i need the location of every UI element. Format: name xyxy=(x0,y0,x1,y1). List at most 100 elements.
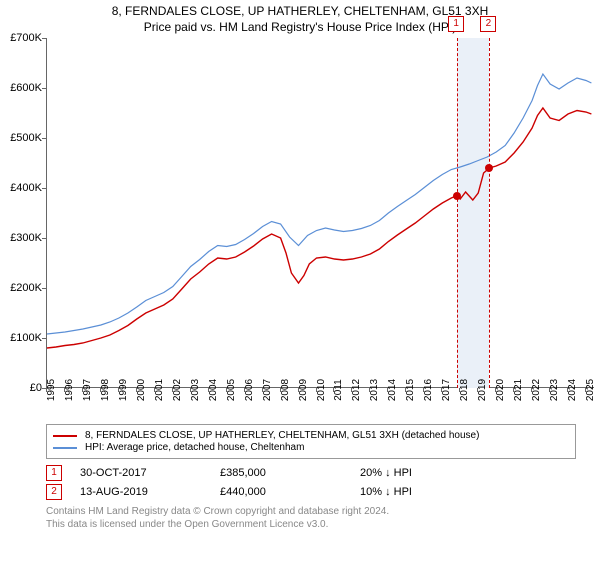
y-tick-mark xyxy=(42,238,46,239)
x-tick-label: 2012 xyxy=(351,379,362,401)
y-tick-label: £100K xyxy=(10,332,42,344)
marker-row-2: 2 13-AUG-2019 £440,000 10% ↓ HPI xyxy=(46,484,600,500)
y-tick-label: £500K xyxy=(10,132,42,144)
x-tick-mark xyxy=(441,388,442,392)
x-tick-mark xyxy=(405,388,406,392)
marker-badge-2: 2 xyxy=(46,484,62,500)
marker-badge-1: 1 xyxy=(46,465,62,481)
x-tick-mark xyxy=(154,388,155,392)
chart-container: 8, FERNDALES CLOSE, UP HATHERLEY, CHELTE… xyxy=(0,4,600,564)
x-tick-mark xyxy=(172,388,173,392)
legend-swatch-property xyxy=(53,435,77,437)
x-tick-label: 2014 xyxy=(387,379,398,401)
x-tick-label: 2024 xyxy=(567,379,578,401)
marker-line-1 xyxy=(457,38,458,388)
marker-delta-1: 20% ↓ HPI xyxy=(360,467,500,479)
chart-subtitle: Price paid vs. HM Land Registry's House … xyxy=(0,20,600,34)
y-tick-label: £300K xyxy=(10,232,42,244)
x-tick-mark xyxy=(82,388,83,392)
x-tick-mark xyxy=(280,388,281,392)
x-tick-label: 2007 xyxy=(262,379,273,401)
markers-table: 1 30-OCT-2017 £385,000 20% ↓ HPI 2 13-AU… xyxy=(46,465,600,500)
y-tick-label: £200K xyxy=(10,282,42,294)
x-tick-label: 2006 xyxy=(244,379,255,401)
x-tick-mark xyxy=(567,388,568,392)
marker-flag-2: 2 xyxy=(480,16,496,32)
x-tick-mark xyxy=(369,388,370,392)
x-tick-mark xyxy=(136,388,137,392)
legend: 8, FERNDALES CLOSE, UP HATHERLEY, CHELTE… xyxy=(46,424,576,459)
x-tick-label: 2003 xyxy=(190,379,201,401)
x-tick-mark xyxy=(118,388,119,392)
y-tick-mark xyxy=(42,88,46,89)
x-tick-label: 2019 xyxy=(477,379,488,401)
x-tick-mark xyxy=(585,388,586,392)
footnote-line1: Contains HM Land Registry data © Crown c… xyxy=(46,506,600,519)
x-tick-mark xyxy=(190,388,191,392)
x-tick-label: 2013 xyxy=(369,379,380,401)
x-tick-mark xyxy=(333,388,334,392)
x-tick-mark xyxy=(226,388,227,392)
y-tick-label: £700K xyxy=(10,32,42,44)
x-tick-mark xyxy=(100,388,101,392)
x-tick-mark xyxy=(244,388,245,392)
marker-price-1: £385,000 xyxy=(220,467,360,479)
x-tick-label: 2011 xyxy=(333,379,344,401)
x-tick-label: 2008 xyxy=(280,379,291,401)
marker-delta-2: 10% ↓ HPI xyxy=(360,486,500,498)
x-tick-label: 1998 xyxy=(100,379,111,401)
chart-area: 12 £0£100K£200K£300K£400K£500K£600K£700K… xyxy=(46,38,594,418)
y-tick-mark xyxy=(42,288,46,289)
legend-item-property: 8, FERNDALES CLOSE, UP HATHERLEY, CHELTE… xyxy=(53,430,569,441)
x-tick-label: 1997 xyxy=(82,379,93,401)
x-tick-mark xyxy=(298,388,299,392)
x-tick-mark xyxy=(477,388,478,392)
plot-region xyxy=(46,38,594,388)
marker-line-2 xyxy=(489,38,490,388)
x-tick-label: 2018 xyxy=(459,379,470,401)
legend-swatch-hpi xyxy=(53,447,77,449)
x-tick-label: 2010 xyxy=(316,379,327,401)
x-tick-mark xyxy=(262,388,263,392)
legend-label-property: 8, FERNDALES CLOSE, UP HATHERLEY, CHELTE… xyxy=(85,430,479,441)
x-tick-label: 2015 xyxy=(405,379,416,401)
x-tick-mark xyxy=(316,388,317,392)
x-tick-label: 2000 xyxy=(136,379,147,401)
x-tick-label: 1995 xyxy=(46,379,57,401)
x-tick-mark xyxy=(495,388,496,392)
x-tick-label: 2009 xyxy=(298,379,309,401)
y-tick-mark xyxy=(42,188,46,189)
x-tick-mark xyxy=(208,388,209,392)
marker-date-1: 30-OCT-2017 xyxy=(80,467,220,479)
x-tick-mark xyxy=(531,388,532,392)
x-tick-label: 2022 xyxy=(531,379,542,401)
marker-row-1: 1 30-OCT-2017 £385,000 20% ↓ HPI xyxy=(46,465,600,481)
x-tick-label: 2005 xyxy=(226,379,237,401)
y-tick-mark xyxy=(42,38,46,39)
footnote: Contains HM Land Registry data © Crown c… xyxy=(46,506,600,531)
footnote-line2: This data is licensed under the Open Gov… xyxy=(46,519,600,532)
x-tick-label: 2016 xyxy=(423,379,434,401)
y-tick-label: £400K xyxy=(10,182,42,194)
marker-dot-2 xyxy=(485,164,493,172)
x-tick-mark xyxy=(351,388,352,392)
marker-dot-1 xyxy=(453,192,461,200)
x-tick-mark xyxy=(387,388,388,392)
x-tick-label: 2002 xyxy=(172,379,183,401)
x-tick-label: 1996 xyxy=(64,379,75,401)
x-tick-mark xyxy=(549,388,550,392)
y-tick-label: £0 xyxy=(30,382,42,394)
y-tick-mark xyxy=(42,138,46,139)
x-tick-mark xyxy=(64,388,65,392)
y-tick-label: £600K xyxy=(10,82,42,94)
x-tick-label: 2023 xyxy=(549,379,560,401)
y-tick-mark xyxy=(42,338,46,339)
x-tick-label: 2001 xyxy=(154,379,165,401)
x-tick-label: 1999 xyxy=(118,379,129,401)
marker-date-2: 13-AUG-2019 xyxy=(80,486,220,498)
series-line-hpi xyxy=(47,74,591,334)
x-tick-mark xyxy=(423,388,424,392)
marker-price-2: £440,000 xyxy=(220,486,360,498)
legend-item-hpi: HPI: Average price, detached house, Chel… xyxy=(53,442,569,453)
x-tick-mark xyxy=(513,388,514,392)
